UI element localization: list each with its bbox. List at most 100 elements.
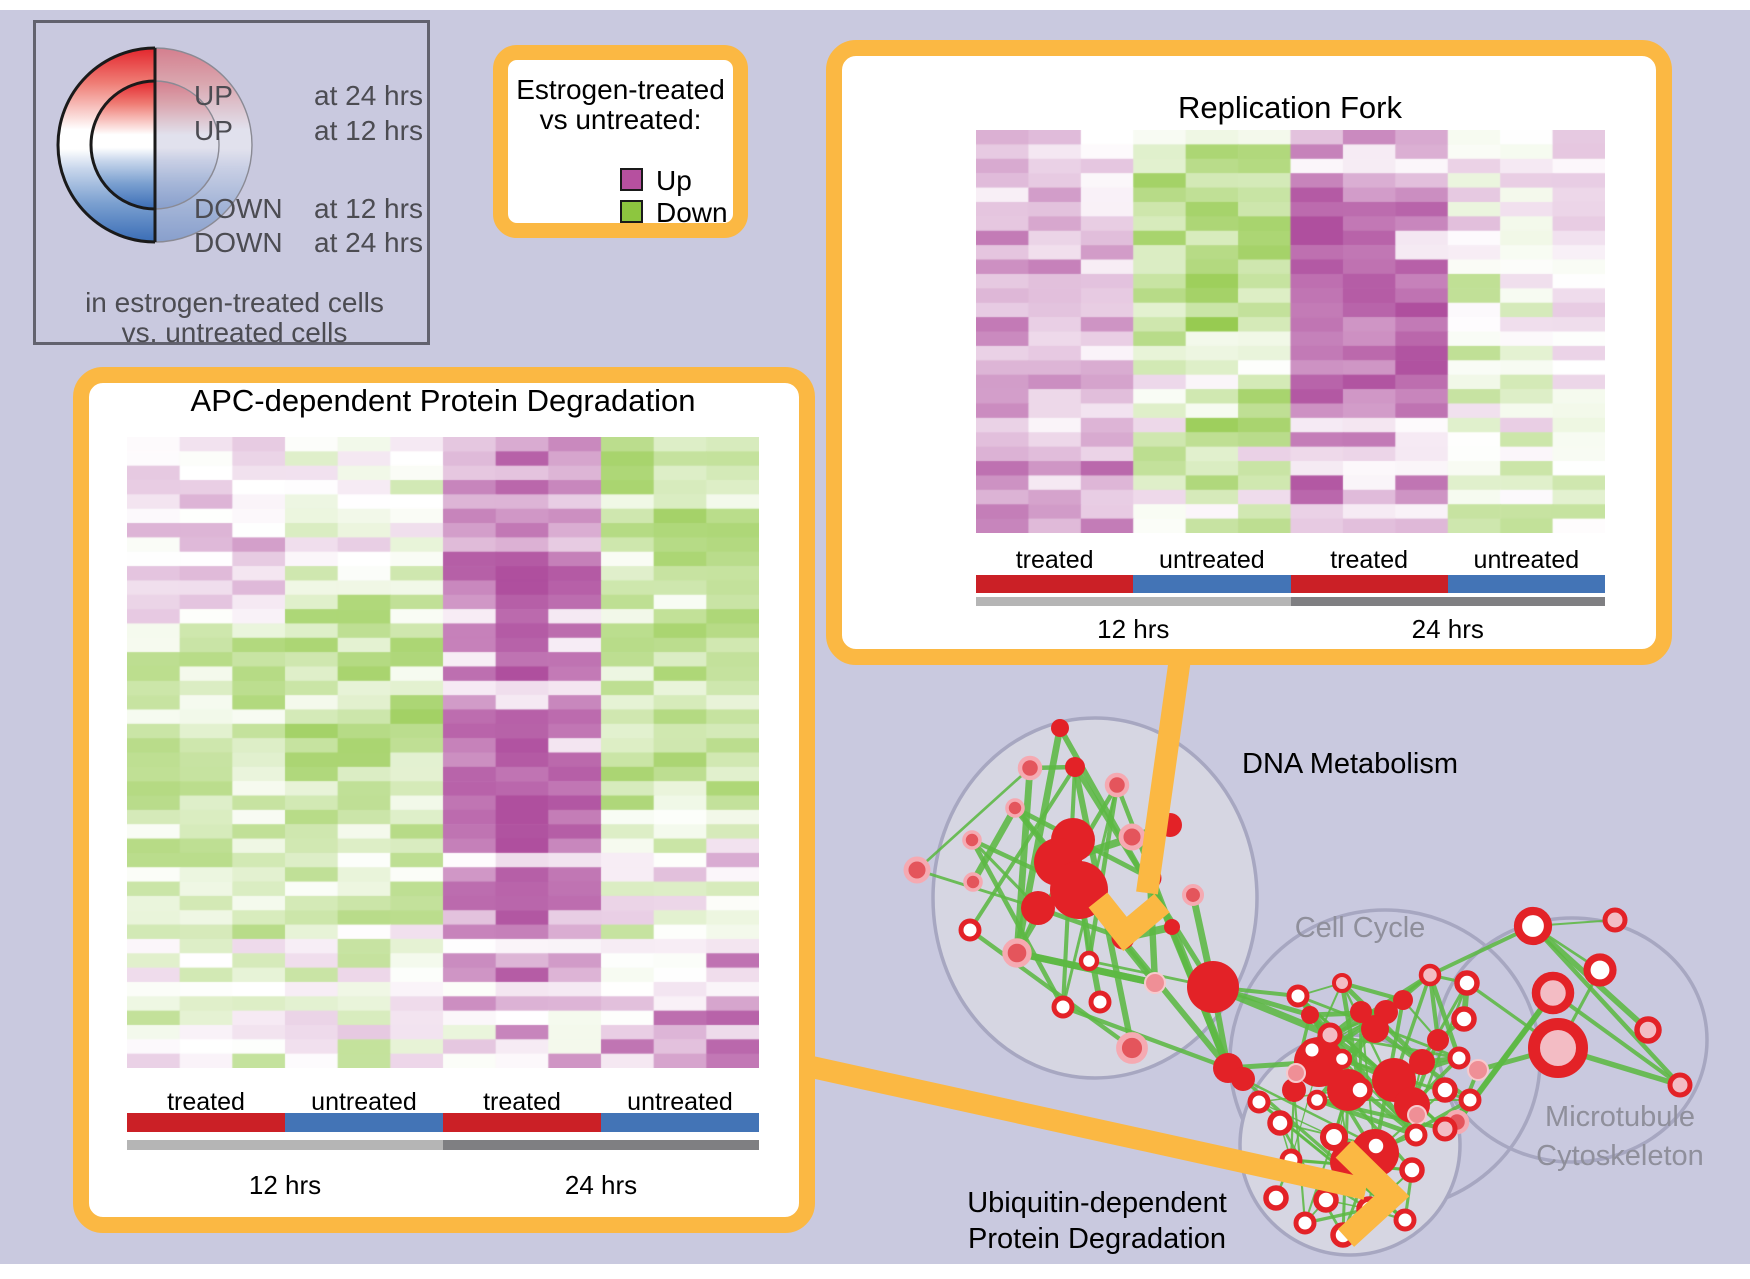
network-node-ub <box>1313 1187 1339 1213</box>
network-node-cc <box>1447 1046 1471 1070</box>
network-node-cc <box>1361 1015 1389 1043</box>
network-node-dna <box>903 856 931 884</box>
up-color-swatch <box>620 168 643 191</box>
network-node-cc <box>1404 1123 1428 1147</box>
network-node-cc <box>1286 1063 1306 1083</box>
network-edge <box>1242 1077 1377 1148</box>
network-node-mt <box>1467 1059 1489 1081</box>
network-edge <box>1146 877 1159 984</box>
network-node-dna <box>1005 798 1025 818</box>
legend-down-12-time: at 12 hrs <box>314 193 423 224</box>
rf-heatmap <box>976 130 1605 533</box>
network-node-dna <box>1104 772 1130 798</box>
network-node-dna <box>1021 891 1055 925</box>
network-edge <box>968 928 1134 1050</box>
network-edge <box>1341 981 1404 1002</box>
rf-panel-title: Replication Fork <box>1178 90 1402 125</box>
apc-time-bar-12 <box>127 1140 443 1150</box>
legend-up-12: UP <box>194 115 233 146</box>
callout-arrow-head-2 <box>1335 1140 1410 1247</box>
network-node-dna <box>1078 950 1100 972</box>
rf-condition-bar-untreated <box>1447 575 1605 593</box>
network-edge <box>1086 784 1120 962</box>
network-node-mt <box>1634 1016 1662 1044</box>
page-margin-bottom <box>0 1264 1750 1279</box>
network-edge <box>1427 974 1462 1059</box>
network-node-dna <box>1144 972 1166 994</box>
network-node-cc <box>1427 1029 1449 1051</box>
network-node-cc <box>1350 1001 1372 1023</box>
network-node-mt <box>1667 1072 1693 1098</box>
network-node-cc <box>1306 1089 1328 1111</box>
network-node-dna <box>1051 719 1069 737</box>
apc-condition-bar-untreated <box>601 1113 759 1132</box>
network-node-cc <box>1432 1116 1458 1142</box>
rf-time-bar-12 <box>976 597 1291 606</box>
network-node-dna <box>1051 995 1075 1019</box>
network-node-ub <box>1267 1110 1293 1136</box>
outer-ring-right-stroke <box>154 47 253 243</box>
network-node-cc <box>1418 963 1442 987</box>
network-node-cc <box>1332 973 1352 993</box>
network-node-mt <box>1407 1105 1427 1125</box>
de-legend-title-line2: vs untreated: <box>539 104 702 135</box>
network-node-cc <box>1409 1049 1435 1075</box>
apc-condition-label-0: treated <box>167 1088 245 1116</box>
network-node-dna <box>1118 823 1146 851</box>
legend-down-12: DOWN <box>194 193 283 224</box>
network-node-cc <box>1301 1006 1319 1024</box>
faded-half-overlay <box>155 48 252 242</box>
network-node-ub <box>1319 1122 1349 1152</box>
rf-condition-bar-treated <box>976 575 1134 593</box>
rf-time-label-24: 24 hrs <box>1411 614 1484 644</box>
network-node-mt <box>1583 953 1617 987</box>
network-node-ub <box>1231 1067 1255 1091</box>
network-node-cc <box>1432 1077 1458 1103</box>
cluster-label-cell-cycle: Cell Cycle <box>1294 912 1426 944</box>
outer-ring-left-stroke <box>56 46 156 244</box>
network-node-ub <box>1293 1211 1317 1235</box>
network-node-ub <box>1282 1078 1306 1102</box>
apc-time-label-24: 24 hrs <box>564 1170 638 1200</box>
network-edge <box>1062 1004 1229 1071</box>
callout-arrow-shaft-1 <box>1136 628 1195 895</box>
network-node-cc <box>1300 1038 1324 1062</box>
down-color-swatch <box>620 200 643 223</box>
cluster-label-ubiquitin-line2: Protein Degradation <box>968 1223 1226 1255</box>
differential-expression-legend: Estrogen-treated vs untreated: Up Down <box>493 45 748 238</box>
network-node-dna <box>1002 938 1032 968</box>
apc-time-bar-24 <box>443 1140 759 1150</box>
network-node-dna <box>1065 757 1085 777</box>
cluster-label-ubiquitin-line1: Ubiquitin-dependent <box>967 1187 1227 1219</box>
network-node-mt <box>1454 970 1480 996</box>
network-node-mt <box>1513 906 1553 946</box>
callout-arrow-shaft-2 <box>777 1049 1369 1200</box>
legend-up-24: UP <box>194 80 233 111</box>
rf-time-label-12: 12 hrs <box>1097 614 1170 644</box>
network-node-dna <box>958 918 982 942</box>
apc-condition-label-1: untreated <box>311 1088 417 1116</box>
network-node-dna <box>1164 919 1180 935</box>
network-node-dna <box>1187 961 1239 1013</box>
network-node-ub <box>1247 1090 1271 1114</box>
network-node-ub <box>1393 1208 1417 1232</box>
rf-condition-bar-untreated <box>1133 575 1291 593</box>
network-node-ub <box>1363 1133 1389 1159</box>
ring-diagram <box>56 46 253 244</box>
network-node-dna <box>962 830 982 850</box>
network-node-dna <box>1116 1032 1148 1064</box>
network-edge <box>1013 767 1034 954</box>
network-node-mt <box>1602 907 1628 933</box>
network-node-cc <box>1286 984 1310 1008</box>
legend-caption-line1: in estrogen-treated cells <box>85 287 384 318</box>
network-node-cc <box>1317 1022 1343 1048</box>
inner-ring-right-stroke <box>154 80 220 210</box>
de-legend-title-line1: Estrogen-treated <box>516 74 725 105</box>
page-margin-top <box>0 0 1750 10</box>
legend-down-24-time: at 24 hrs <box>314 227 423 258</box>
network-node-cc <box>1458 1088 1482 1112</box>
rf-condition-bar-treated <box>1290 575 1448 593</box>
network-node-mt <box>1531 971 1575 1015</box>
rf-condition-label-0: treated <box>1015 546 1094 574</box>
